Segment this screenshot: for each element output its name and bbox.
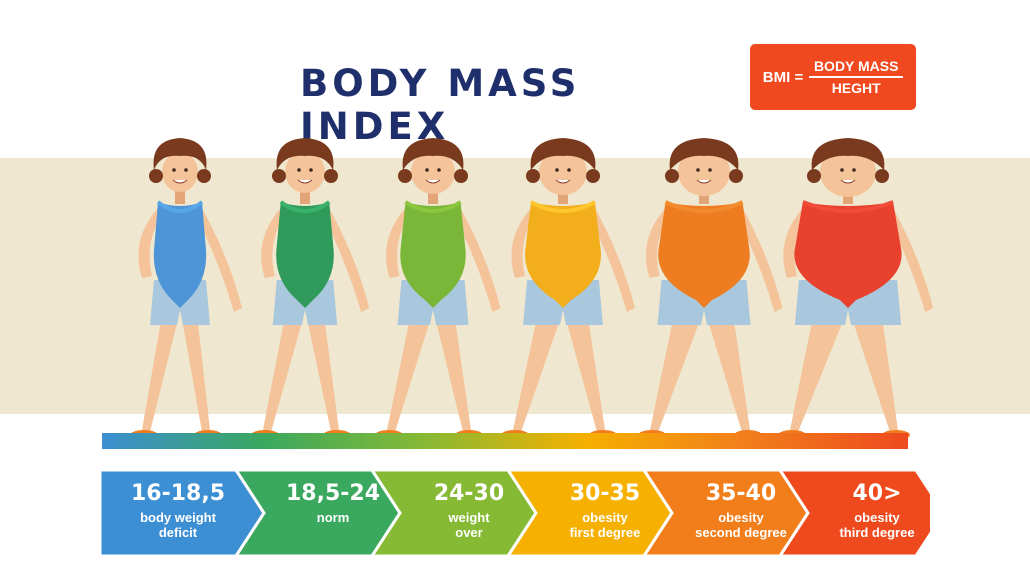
scale-label-2: 18,5-24 norm [264, 481, 402, 526]
scale-label-1: 16-18,5 body weight deficit [105, 481, 251, 541]
category-description: norm [316, 510, 350, 525]
category-description: obesity [582, 510, 628, 525]
category-range: 16-18,5 [130, 481, 226, 506]
category-description-line2: over [455, 525, 483, 540]
scale-label-5: 35-40 obesity second degree [672, 481, 810, 541]
body-figure-6 [778, 138, 934, 440]
formula-numerator: BODY MASS [813, 58, 899, 74]
body-figure-3 [375, 138, 501, 440]
body-figure-5 [638, 138, 783, 440]
category-description: body weight [140, 510, 216, 525]
category-description-line2: deficit [158, 525, 198, 540]
category-description-line2: second degree [695, 525, 787, 540]
category-description: obesity [854, 510, 900, 525]
fraction-bar [809, 76, 904, 78]
body-figures-illustration [130, 138, 934, 440]
scale-label-3: 24-30 weight over [400, 481, 538, 541]
formula-lhs: BMI = [762, 68, 804, 86]
color-gradient-ground [102, 433, 908, 449]
category-description-line2: first degree [569, 525, 641, 540]
scale-segment-5 [642, 470, 810, 556]
bmi-scale: 16-18,5 body weight deficit 18,5-24 norm 24-3… [100, 470, 930, 556]
category-description: weight [448, 510, 490, 525]
scale-label-4: 30-35 obesity first degree [536, 481, 674, 541]
scale-label-6: 40> obesity third degree [808, 481, 946, 541]
formula-fraction: BODY MASS HEGHT [809, 57, 904, 97]
category-range: 30-35 [569, 481, 641, 506]
category-range: 40> [852, 481, 902, 506]
category-range: 18,5-24 [285, 481, 381, 506]
body-figure-1 [130, 138, 242, 440]
scale-segment-3 [370, 470, 538, 556]
body-figure-2 [251, 138, 370, 440]
scale-segment-6 [778, 470, 930, 556]
scale-segment-2 [234, 470, 402, 556]
category-range: 35-40 [705, 481, 777, 506]
category-description: obesity [718, 510, 764, 525]
category-description-line2: third degree [839, 525, 915, 540]
body-figure-4 [501, 138, 635, 440]
formula-denominator: HEGHT [831, 80, 881, 96]
scale-segment-4 [506, 470, 674, 556]
category-range: 24-30 [433, 481, 505, 506]
bmi-formula: BMI = BODY MASS HEGHT [750, 44, 916, 110]
